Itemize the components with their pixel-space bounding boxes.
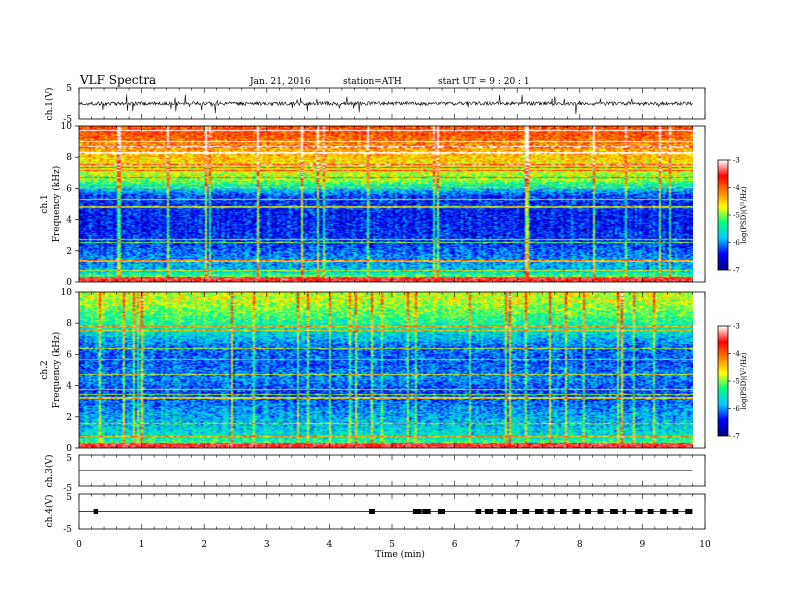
x-tick-label: 8 bbox=[577, 540, 583, 550]
ch4-pulse bbox=[560, 509, 567, 514]
ch4-pulse bbox=[509, 509, 518, 514]
ch3-ytick-bottom: -5 bbox=[63, 484, 72, 494]
ch2-spectrogram-ytick-label: 4 bbox=[66, 382, 72, 392]
start-time-label: start UT = 9 : 20 : 1 bbox=[438, 77, 530, 87]
ch1-colorbar-label: log(PSD)(V²/Hz) bbox=[740, 186, 748, 243]
ch4-pulse bbox=[597, 509, 604, 514]
x-tick-label: 6 bbox=[452, 540, 458, 550]
ch1-spectrogram-ylabel-channel: ch.1 bbox=[40, 194, 50, 213]
x-tick-label: 2 bbox=[201, 540, 207, 550]
ch1-spectrogram-ytick-label: 2 bbox=[66, 247, 72, 257]
ch1-waveform-trace bbox=[78, 94, 693, 115]
ch1-spectrogram-image bbox=[79, 126, 693, 282]
ch4-pulse bbox=[622, 509, 627, 514]
time-ticks bbox=[78, 88, 706, 529]
ch2-spectrogram-ytick-label: 2 bbox=[66, 413, 72, 423]
ch4-pulse bbox=[572, 509, 580, 514]
ch2-colorbar-tick-label: -6 bbox=[733, 405, 740, 413]
x-tick-label: 5 bbox=[389, 540, 395, 550]
x-tick-label: 7 bbox=[514, 540, 520, 550]
figure-title: VLF Spectra bbox=[79, 73, 156, 87]
ch2-colorbar: -3 -4 -5 -6 -7 log(PSD)(V²/Hz) bbox=[717, 323, 748, 441]
ch4-ytick-bottom: -5 bbox=[63, 525, 72, 535]
ch1-spectrogram-ytick-label: 6 bbox=[66, 184, 72, 194]
ch2-colorbar-tick-label: -3 bbox=[733, 323, 740, 331]
x-tick-label: 0 bbox=[76, 540, 82, 550]
ch1-colorbar-tick-label: -4 bbox=[733, 184, 740, 192]
ch4-pulse bbox=[585, 509, 591, 514]
ch4-pulse bbox=[475, 509, 482, 514]
x-axis-label: Time (min) bbox=[375, 549, 425, 560]
ch3-waveform-ylabel: ch.3(V) bbox=[44, 455, 55, 488]
ch2-spectrogram-ylabel-channel: ch.2 bbox=[40, 360, 50, 379]
ch4-pulse bbox=[534, 509, 544, 514]
ch1-colorbar-tick-label: -3 bbox=[733, 157, 740, 165]
ch1-spectrogram-ytick-label: 10 bbox=[61, 122, 73, 132]
ch2-spectrogram-ytick-label: 8 bbox=[66, 319, 72, 329]
ch4-waveform-ylabel: ch.4(V) bbox=[44, 495, 55, 528]
date-label: Jan. 21, 2016 bbox=[249, 77, 311, 87]
ch4-pulse bbox=[437, 509, 445, 514]
ch2-colorbar-gradient bbox=[718, 326, 728, 436]
ch2-colorbar-label: log(PSD)(V²/Hz) bbox=[740, 352, 748, 409]
ch1-colorbar-tick-label: -7 bbox=[733, 267, 740, 275]
ch1-colorbar-tick-label: -5 bbox=[733, 212, 740, 220]
ch1-ytick-bottom: -5 bbox=[63, 115, 72, 125]
ch4-pulse bbox=[660, 509, 667, 514]
ch3-waveform-panel: 5 -5 ch.3(V) bbox=[44, 454, 706, 494]
ch4-pulse bbox=[672, 509, 679, 514]
x-tick-label: 3 bbox=[264, 540, 270, 550]
ch2-spectrogram-ytick-label: 10 bbox=[61, 288, 73, 298]
ch4-pulse bbox=[484, 509, 494, 514]
ch2-colorbar-tick-label: -7 bbox=[733, 433, 740, 441]
ch4-pulse bbox=[93, 509, 99, 514]
ch4-pulse bbox=[522, 509, 530, 514]
ch4-pulse bbox=[610, 509, 618, 514]
ch4-waveform-panel: 5 -5 ch.4(V) bbox=[44, 493, 706, 535]
ch4-pulse bbox=[369, 509, 375, 514]
ch3-ytick-top: 5 bbox=[66, 454, 72, 464]
ch2-colorbar-tick-label: -4 bbox=[733, 350, 740, 358]
ch1-spectrogram-panel: 10 8 6 4 2 0 ch.1 Frequency (kHz) bbox=[40, 122, 706, 288]
ch2-spectrogram-image bbox=[79, 292, 693, 448]
ch2-spectrogram-ytick-label: 0 bbox=[66, 444, 72, 454]
x-axis-tick-labels: 0 1 2 3 4 5 6 7 8 9 10 bbox=[76, 540, 711, 550]
ch1-colorbar-tick-label: -6 bbox=[733, 239, 740, 247]
ch1-spectrogram-ytick-label: 4 bbox=[66, 216, 72, 226]
x-tick-label: 1 bbox=[139, 540, 145, 550]
ch4-pulse bbox=[635, 509, 643, 514]
ch4-pulse bbox=[422, 509, 431, 514]
ch1-colorbar: -3 -4 -5 -6 -7 log(PSD)(V²/Hz) bbox=[717, 157, 748, 275]
x-tick-label: 10 bbox=[699, 540, 711, 550]
ch4-pulse bbox=[547, 509, 555, 514]
ch2-spectrogram-ylabel-frequency: Frequency (kHz) bbox=[51, 332, 62, 409]
ch2-spectrogram-panel: 10 8 6 4 2 0 ch.2 Frequency (kHz) bbox=[40, 288, 706, 454]
ch2-colorbar-tick-label: -5 bbox=[733, 378, 740, 386]
ch1-ytick-top: 5 bbox=[66, 84, 72, 94]
ch1-waveform-panel: 5 -5 ch.1(V) bbox=[44, 84, 706, 125]
ch4-pulse bbox=[647, 509, 654, 514]
station-label: station=ATH bbox=[343, 77, 402, 87]
x-tick-label: 9 bbox=[640, 540, 646, 550]
ch1-colorbar-gradient bbox=[718, 160, 728, 270]
ch1-spectrogram-ytick-label: 8 bbox=[66, 153, 72, 163]
ch4-ytick-top: 5 bbox=[66, 493, 72, 503]
x-tick-label: 4 bbox=[327, 540, 333, 550]
ch1-spectrogram-ytick-label: 0 bbox=[66, 278, 72, 288]
ch4-pulse bbox=[497, 509, 506, 514]
ch2-spectrogram-ytick-label: 6 bbox=[66, 350, 72, 360]
ch1-waveform-ylabel: ch.1(V) bbox=[44, 88, 55, 121]
ch4-pulse bbox=[412, 509, 422, 514]
ch1-spectrogram-ylabel-frequency: Frequency (kHz) bbox=[51, 166, 62, 243]
ch4-pulse bbox=[685, 509, 693, 514]
